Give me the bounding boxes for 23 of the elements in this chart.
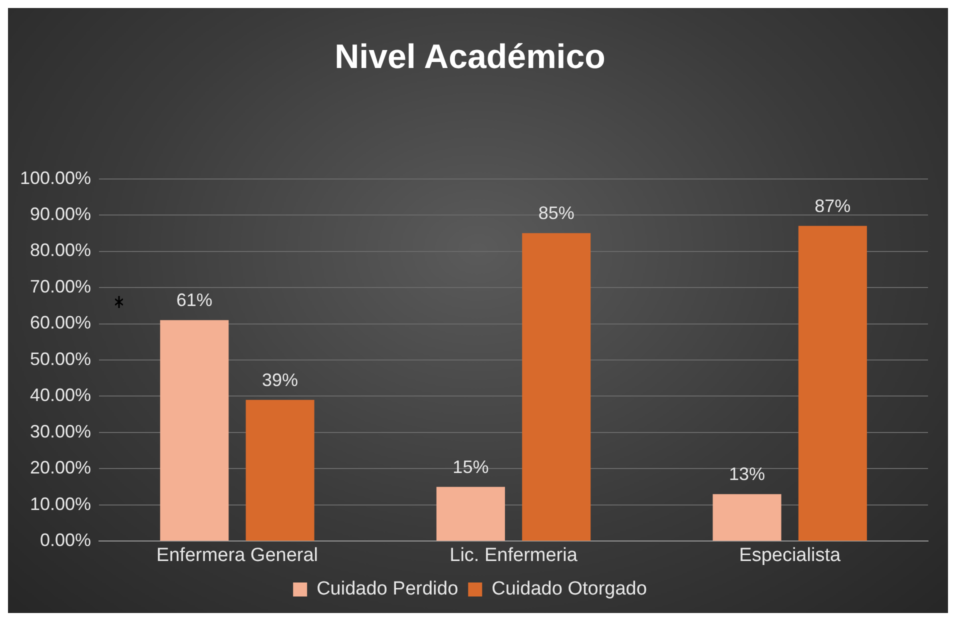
y-tick-label: 100.00% (20, 168, 92, 188)
y-tick-label: 90.00% (30, 204, 92, 224)
data-label: 61% (176, 290, 212, 310)
legend-label: Cuidado Perdido (316, 578, 458, 600)
chart-title: Nivel Académico (334, 38, 606, 76)
x-tick-label: Especialista (739, 544, 841, 566)
y-tick-label: 60.00% (30, 312, 92, 333)
y-tick-label: 70.00% (30, 276, 92, 296)
data-label: 15% (452, 456, 489, 477)
data-label: 13% (729, 464, 766, 484)
y-tick-label: 50.00% (30, 348, 92, 369)
legend-label: Cuidado Otorgado (492, 578, 647, 600)
y-tick-label: 20.00% (30, 458, 92, 478)
x-tick-label: Lic. Enfermeria (450, 544, 578, 566)
data-label: 87% (814, 196, 851, 216)
y-tick-label: 40.00% (30, 385, 92, 406)
y-tick-label: 10.00% (30, 494, 92, 514)
x-tick-label: Enfermera General (156, 544, 318, 566)
y-tick-label: 80.00% (30, 240, 92, 260)
data-label: 85% (538, 203, 574, 224)
y-tick-label: 0.00% (40, 530, 92, 550)
data-label: 39% (262, 370, 298, 390)
y-tick-label: 30.00% (30, 421, 92, 442)
